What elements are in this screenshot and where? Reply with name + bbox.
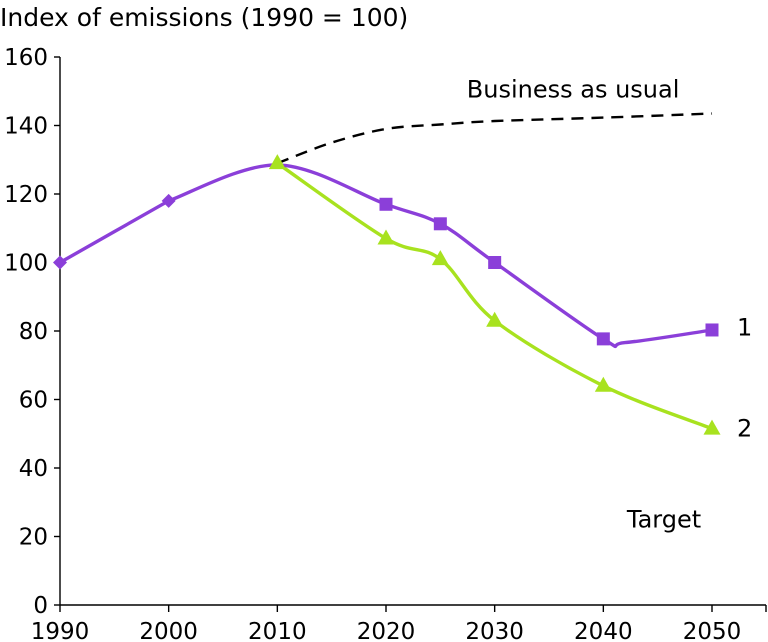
series-markers [53, 154, 721, 435]
y-tick-label: 120 [4, 182, 48, 208]
x-tick-label: 2020 [357, 619, 416, 642]
series-line-0 [276, 112, 713, 165]
series-2-point-1 [377, 229, 395, 245]
chart-title: Index of emissions (1990 = 100) [0, 3, 408, 32]
x-tick-label: 1990 [31, 619, 90, 642]
series-2-point-0 [268, 154, 286, 170]
series-1-point-0 [53, 255, 67, 270]
y-axis-ticks: 0 20 40 60 80 100 120 140 160 [4, 45, 60, 619]
annotation-label: 2 [737, 415, 752, 443]
series-line-3 [275, 161, 714, 431]
annotations: Business as usual 1 2 Target [467, 76, 752, 534]
y-tick-label: 60 [19, 388, 48, 414]
series-2-point-5 [703, 419, 721, 435]
series-1-square-point-4 [488, 256, 502, 269]
y-tick-label: 80 [19, 319, 48, 345]
x-tick-label: 2040 [574, 619, 633, 642]
x-tick-label: 2010 [248, 619, 307, 642]
series-lines [58, 112, 714, 431]
series-1-square-point-7 [705, 323, 719, 337]
y-tick-label: 40 [19, 456, 48, 482]
annotation-label: Target [626, 505, 701, 533]
series-1-square-point-3 [433, 217, 447, 231]
y-tick-label: 160 [4, 45, 48, 71]
x-tick-label: 2050 [683, 619, 742, 642]
y-tick-label: 100 [4, 251, 48, 277]
series-1-square-point-2 [379, 197, 393, 211]
series-2-point-3 [486, 311, 504, 327]
series-1-point-1 [161, 193, 176, 208]
y-tick-label: 140 [4, 114, 48, 140]
series-2-point-2 [431, 250, 449, 266]
x-tick-label: 2030 [465, 619, 524, 642]
series-2-point-4 [594, 376, 612, 392]
x-axis-ticks: 1990 2000 2010 2020 2030 2040 2050 [31, 605, 767, 642]
x-tick-label: 2000 [139, 619, 198, 642]
series-1-square-point-5 [596, 332, 610, 346]
annotation-label: 1 [737, 314, 752, 342]
y-tick-label: 0 [33, 593, 48, 619]
series-line-1 [58, 199, 171, 265]
y-tick-label: 20 [19, 525, 48, 551]
annotation-label: Business as usual [467, 76, 680, 104]
